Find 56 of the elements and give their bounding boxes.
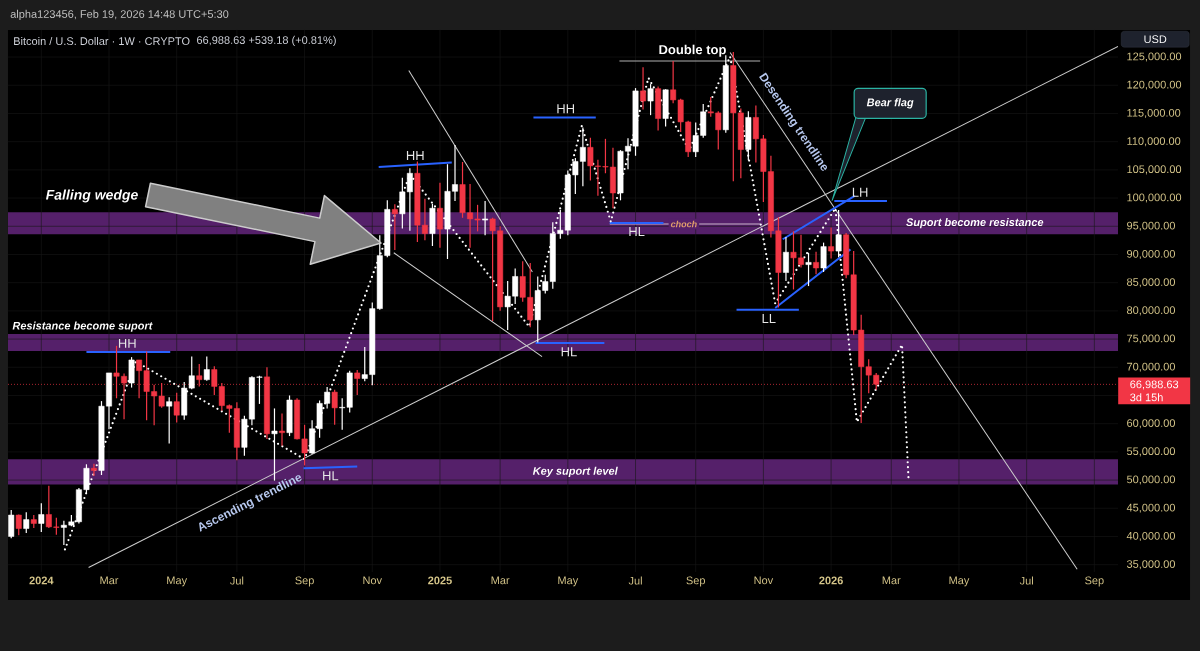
y-tick-label: 70,000.00 xyxy=(1127,362,1176,372)
x-tick-label: May xyxy=(167,576,188,587)
y-tick-label: 50,000.00 xyxy=(1126,475,1176,485)
x-tick-label: Jul xyxy=(1019,576,1033,585)
ref-line-label: 66,988.63 xyxy=(1130,380,1179,390)
annotation: choch xyxy=(670,220,697,228)
text: alpha123456, Feb 19, 2026 14:48 UTC+5:30 xyxy=(10,9,229,21)
x-tick-label: Jul xyxy=(230,576,244,585)
band-label: Key suport level xyxy=(532,466,618,478)
band-label: Resistance become suport xyxy=(12,321,153,332)
band-label: Suport become resistance xyxy=(906,218,1044,229)
annotation: Falling wedge xyxy=(45,189,138,203)
annotation: HH xyxy=(406,151,424,161)
y-tick-label: 125,000.00 xyxy=(1127,52,1182,62)
x-tick-label: Mar xyxy=(491,576,510,585)
x-tick-label: May xyxy=(949,576,970,587)
annotation: LH xyxy=(852,187,868,197)
x-tick-label: Nov xyxy=(754,576,774,585)
x-tick-label: Mar xyxy=(882,576,901,585)
x-tick-label: 2025 xyxy=(428,576,452,585)
x-tick-label: Sep xyxy=(686,576,706,587)
annotation: HL xyxy=(561,347,577,357)
y-tick-label: 80,000.00 xyxy=(1127,306,1176,316)
x-tick-label: Jul xyxy=(628,576,642,585)
y-tick-label: 100,000.00 xyxy=(1127,193,1182,203)
y-tick-label: 75,000.00 xyxy=(1127,334,1176,344)
y-tick-label: 90,000.00 xyxy=(1127,249,1176,260)
annotation: HL xyxy=(629,227,645,237)
chart-subtitle: 66,988.63 +539.18 (+0.81%) xyxy=(197,35,336,47)
y-tick-label: 115,000.00 xyxy=(1127,108,1181,119)
y-axis-title: USD xyxy=(1144,35,1167,44)
y-tick-label: 45,000.00 xyxy=(1126,503,1176,513)
text: 3d 15h xyxy=(1130,393,1163,402)
y-tick-label: 120,000.00 xyxy=(1127,80,1182,90)
x-tick-label: Mar xyxy=(100,576,119,585)
y-tick-label: 40,000.00 xyxy=(1126,531,1176,542)
y-tick-label: 110,000.00 xyxy=(1127,137,1181,147)
annotation: HL xyxy=(323,471,339,481)
y-tick-label: 105,000.00 xyxy=(1127,165,1182,175)
x-tick-label: 2026 xyxy=(819,576,843,585)
text: Bitcoin / U.S. Dollar · 1W · CRYPTO xyxy=(14,36,190,46)
x-tick-label: Nov xyxy=(363,576,382,585)
x-tick-label: 2024 xyxy=(29,576,54,585)
annotation: Bear flag xyxy=(866,98,914,109)
annotation: HH xyxy=(118,338,136,348)
y-tick-label: 95,000.00 xyxy=(1127,221,1176,231)
y-tick-label: 55,000.00 xyxy=(1126,447,1176,457)
annotation: HH xyxy=(557,104,575,114)
y-tick-label: 60,000.00 xyxy=(1127,419,1176,429)
x-tick-label: Sep xyxy=(295,576,314,587)
x-tick-label: May xyxy=(558,576,579,587)
x-tick-label: Sep xyxy=(1085,576,1104,587)
y-tick-label: 35,000.00 xyxy=(1126,560,1176,570)
annotation: LL xyxy=(762,313,776,323)
y-tick-label: 85,000.00 xyxy=(1127,278,1176,288)
annotation: Double top xyxy=(659,44,726,57)
